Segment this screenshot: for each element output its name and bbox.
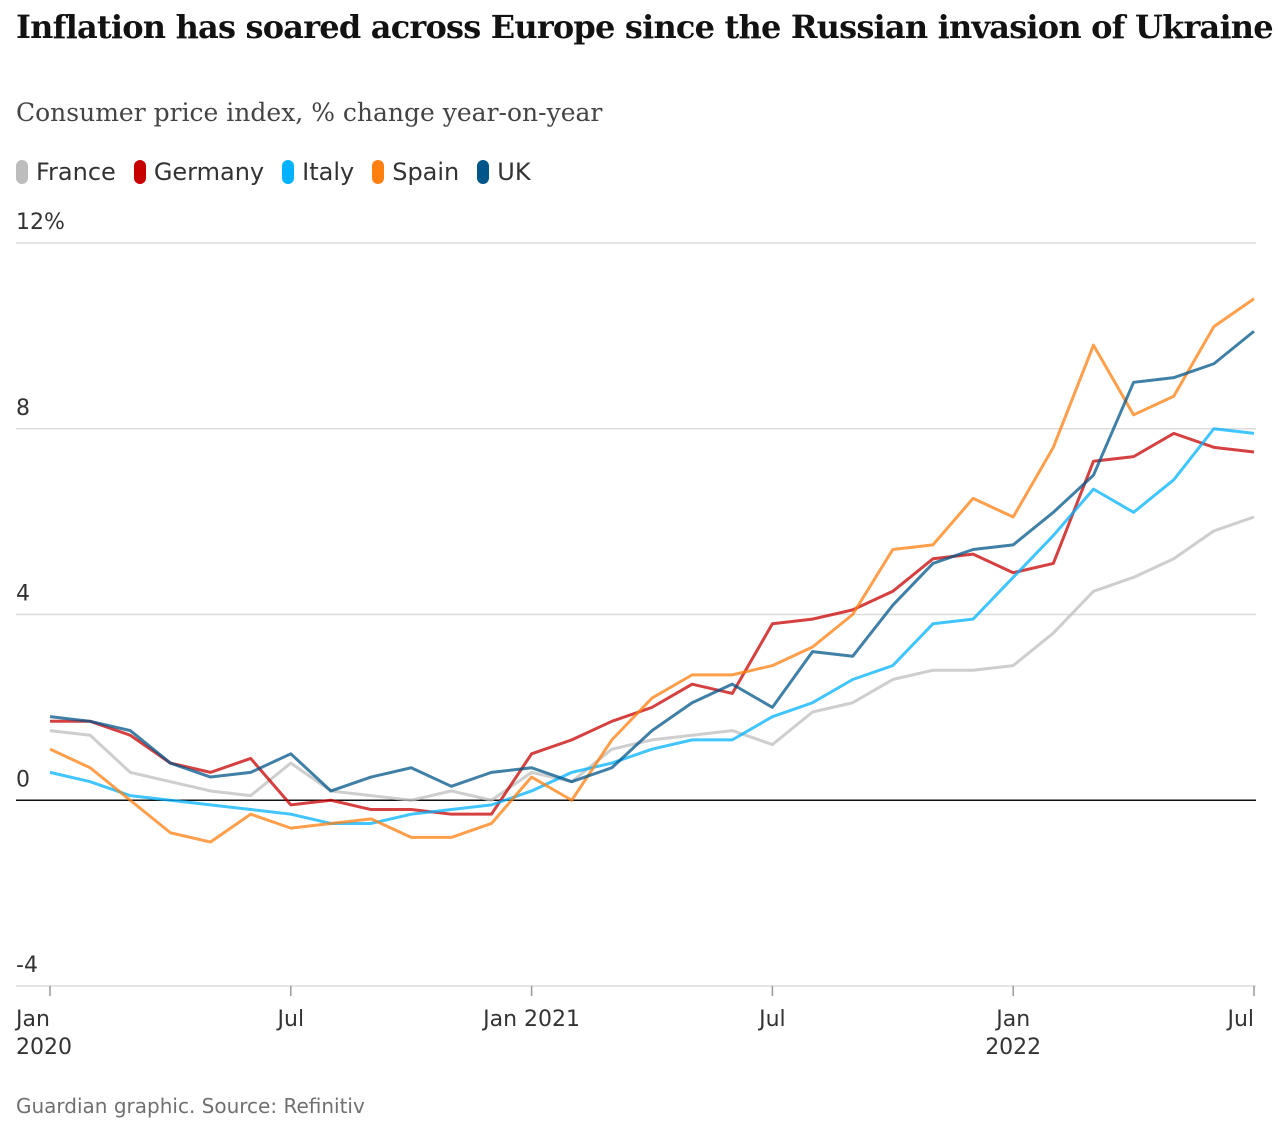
y-tick-label: 4 bbox=[16, 582, 30, 607]
x-tick-label: Jan 2021 bbox=[481, 1007, 580, 1032]
x-tick-label-line: 2022 bbox=[985, 1035, 1041, 1060]
legend-swatch bbox=[477, 160, 490, 184]
x-tick-label: Jul bbox=[276, 1007, 305, 1032]
legend-item: France bbox=[16, 158, 116, 186]
series-line bbox=[49, 330, 1255, 793]
source: Guardian graphic. Source: Refinitiv bbox=[16, 1094, 365, 1118]
y-tick-label: 0 bbox=[16, 767, 30, 792]
y-tick-label: 12% bbox=[16, 210, 65, 235]
y-tick-label: 8 bbox=[16, 396, 30, 421]
series-line bbox=[50, 431, 1255, 816]
x-tick-label-line: Jan bbox=[14, 1007, 50, 1032]
legend-swatch bbox=[133, 160, 146, 184]
legend-label: UK bbox=[497, 158, 531, 186]
legend-item: Italy bbox=[282, 158, 354, 186]
x-tick-label-line: Jan bbox=[994, 1007, 1030, 1032]
legend: France Germany Italy Spain UK bbox=[16, 158, 531, 186]
series-line bbox=[49, 297, 1255, 844]
chart-title: Inflation has soared across Europe since… bbox=[16, 8, 1274, 46]
legend-label: Spain bbox=[392, 158, 460, 186]
legend-label: Italy bbox=[302, 158, 355, 186]
x-tick-label: Jul bbox=[757, 1007, 786, 1032]
legend-swatch bbox=[372, 160, 385, 184]
x-tick-label: Jan 2022 bbox=[985, 1007, 1041, 1060]
legend-swatch bbox=[282, 160, 295, 184]
legend-item: Spain bbox=[372, 158, 459, 186]
legend-swatch bbox=[16, 160, 28, 184]
series-line bbox=[49, 515, 1255, 802]
legend-item: UK bbox=[477, 158, 531, 186]
legend-label: France bbox=[36, 158, 116, 186]
legend-label: Germany bbox=[153, 158, 265, 186]
x-tick-label: Jul bbox=[1225, 1007, 1254, 1032]
legend-item: Germany bbox=[133, 158, 265, 186]
series-line bbox=[49, 427, 1255, 825]
y-tick-label: -4 bbox=[16, 953, 38, 978]
chart-subtitle: Consumer price index, % change year-on-y… bbox=[16, 98, 603, 127]
x-tick-label-line: 2020 bbox=[16, 1035, 72, 1060]
x-tick-label: Jan 2020 bbox=[14, 1007, 72, 1060]
